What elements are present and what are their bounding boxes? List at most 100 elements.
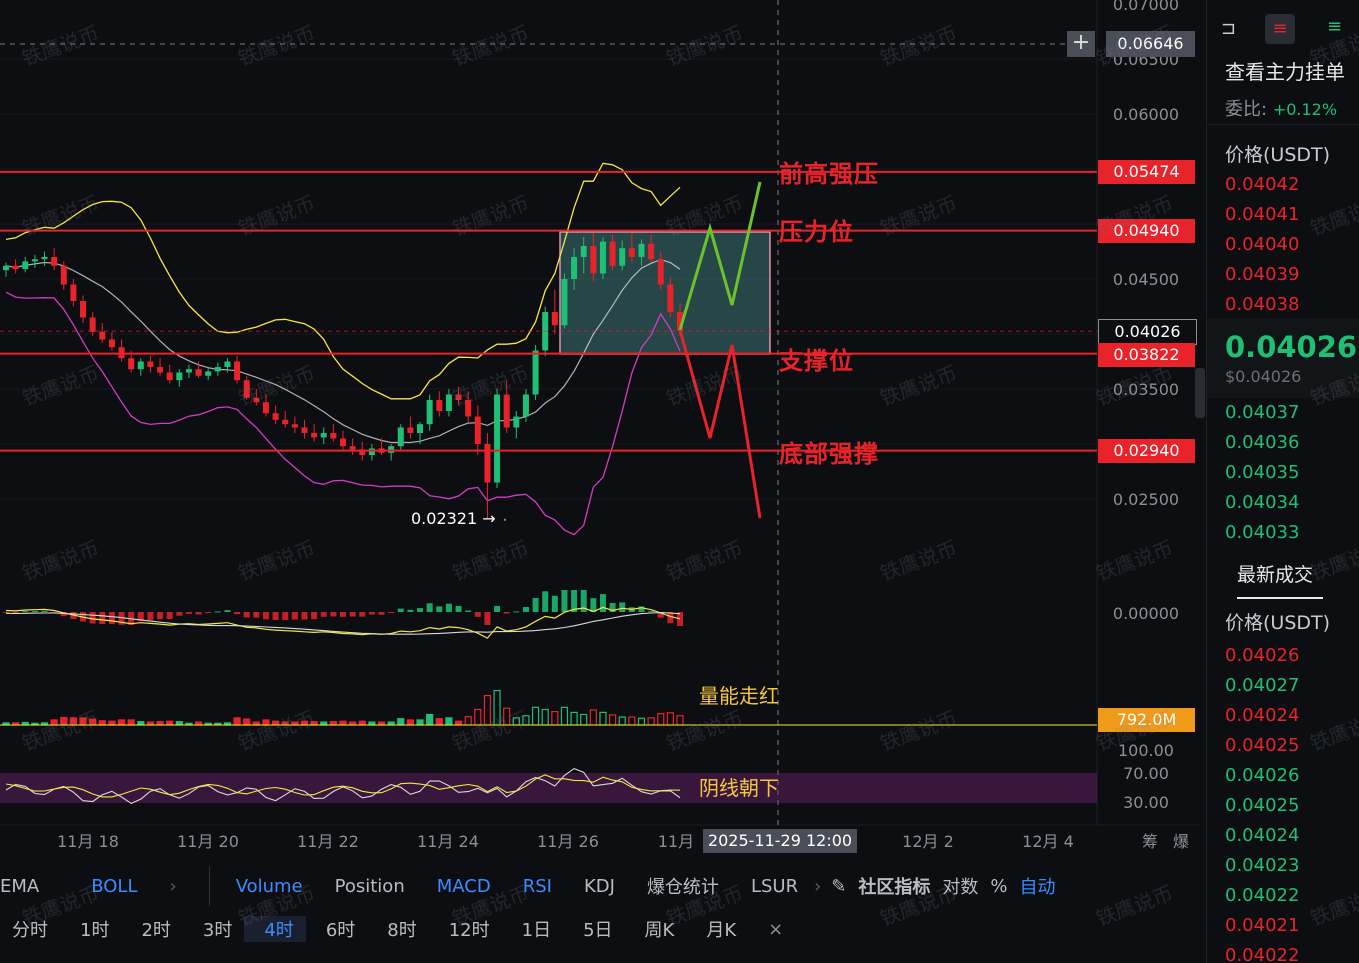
community-indicators[interactable]: 社区指标 xyxy=(858,877,931,898)
candle xyxy=(368,448,375,455)
tf-month[interactable]: 月K xyxy=(706,920,737,941)
auto-scale-toggle[interactable]: 自动 xyxy=(1019,877,1056,898)
tf-1h[interactable]: 1时 xyxy=(80,920,110,941)
panel-collapse-handle[interactable] xyxy=(1195,368,1205,418)
macd-bar xyxy=(677,612,683,626)
candle xyxy=(484,444,491,483)
tf-12h[interactable]: 12时 xyxy=(448,920,490,941)
tf-1d[interactable]: 1日 xyxy=(521,920,552,941)
candle xyxy=(474,416,481,444)
tab-rsi[interactable]: RSI xyxy=(522,875,552,897)
bid-row[interactable]: 0.04034 xyxy=(1225,492,1300,513)
bid-row[interactable]: 0.04037 xyxy=(1225,402,1300,423)
macd-bar xyxy=(397,608,404,612)
tab-position[interactable]: Position xyxy=(334,875,405,897)
macd-bar xyxy=(571,590,578,612)
tf-4h[interactable]: 4时 xyxy=(244,916,306,942)
crosshair-date-tag: 2025-11-29 12:00 xyxy=(703,829,857,853)
candle xyxy=(214,367,221,372)
ask-row[interactable]: 0.04038 xyxy=(1225,294,1300,315)
close-icon[interactable]: × xyxy=(768,918,784,940)
macd-bar xyxy=(455,605,462,612)
volume-bar xyxy=(98,720,106,726)
tab-macd[interactable]: MACD xyxy=(436,875,491,897)
price-chart[interactable]: 0.070000.065000.060000.045000.035000.025… xyxy=(0,0,1200,860)
tab-ema[interactable]: EMA xyxy=(0,875,40,897)
low-marker-label: 0.02321 → xyxy=(411,509,496,528)
volume-bar xyxy=(589,709,597,726)
trades-header: 价格(USDT) xyxy=(1225,612,1331,634)
macd-bar xyxy=(147,612,154,621)
tf-6h[interactable]: 6时 xyxy=(325,920,356,941)
volume-bar xyxy=(483,694,492,726)
bid-row[interactable]: 0.04033 xyxy=(1225,522,1300,543)
macd-bar xyxy=(118,612,125,625)
macd-bar xyxy=(580,590,587,612)
percent-toggle[interactable]: % xyxy=(990,875,1008,897)
tf-2h[interactable]: 2时 xyxy=(141,920,171,941)
panel-title[interactable]: 查看主力挂单 xyxy=(1225,60,1345,84)
macd-bar xyxy=(176,612,183,616)
ask-row[interactable]: 0.04041 xyxy=(1225,204,1300,225)
date-axis-label: 11月 26 xyxy=(537,832,599,851)
candle xyxy=(282,419,289,425)
ask-row[interactable]: 0.04039 xyxy=(1225,264,1300,285)
macd-bar xyxy=(282,612,289,620)
tf-8h[interactable]: 8时 xyxy=(387,920,417,941)
toolbar-divider xyxy=(208,866,210,906)
tab-lsur[interactable]: LSUR xyxy=(750,875,799,897)
macd-bar xyxy=(590,598,597,612)
more-arrow-icon[interactable]: › xyxy=(169,875,177,897)
candle xyxy=(311,433,318,438)
candle xyxy=(185,369,192,373)
more-arrow-icon-2[interactable]: › xyxy=(814,875,822,897)
trade-row: 0.04024 xyxy=(1225,705,1300,726)
macd-bar xyxy=(234,612,241,615)
volume-bar xyxy=(435,718,443,726)
candle xyxy=(561,279,568,326)
tf-week[interactable]: 周K xyxy=(644,920,675,941)
chart-area[interactable]: 0.07000 0.06500 0.06000 0.04500 0.03500 0.025… xyxy=(0,0,1200,860)
macd-bar xyxy=(340,612,346,617)
candle xyxy=(3,265,9,271)
tf-3h[interactable]: 3时 xyxy=(202,920,233,941)
macd-bar xyxy=(185,612,192,614)
bids-asks-icon[interactable]: ≡ xyxy=(1265,14,1295,44)
ask-row[interactable]: 0.04042 xyxy=(1225,174,1300,195)
bid-row[interactable]: 0.04035 xyxy=(1225,462,1300,483)
bid-row[interactable]: 0.04036 xyxy=(1225,432,1300,453)
candle xyxy=(599,241,606,274)
tf-5d[interactable]: 5日 xyxy=(583,920,613,941)
candle xyxy=(320,433,327,438)
edit-icon[interactable]: ✎ xyxy=(831,875,847,897)
ask-row[interactable]: 0.04040 xyxy=(1225,234,1300,255)
tf-tick[interactable]: 分时 xyxy=(12,920,48,941)
trades-tab-underline xyxy=(1237,597,1323,599)
tab-liquidation[interactable]: 爆仓统计 xyxy=(646,877,719,898)
macd-bar xyxy=(89,612,96,624)
tab-kdj[interactable]: KDJ xyxy=(583,875,615,897)
price-axis-label: 0.03500 xyxy=(1113,380,1179,399)
crosshair-plus-icon[interactable]: + xyxy=(1067,31,1095,57)
tab-volume[interactable]: Volume xyxy=(235,875,303,897)
order-book-icon[interactable]: ⊐ xyxy=(1221,18,1237,39)
candle xyxy=(590,246,597,274)
candle xyxy=(445,394,452,411)
candle xyxy=(407,427,414,433)
volume-bar xyxy=(608,714,617,726)
log-scale-toggle[interactable]: 对数 xyxy=(942,877,979,898)
macd-dif-line xyxy=(5,606,681,639)
level-label-1: 压力位 xyxy=(779,218,854,246)
trades-title[interactable]: 最新成交 xyxy=(1237,564,1314,586)
trade-row: 0.04023 xyxy=(1225,855,1300,876)
tab-boll[interactable]: BOLL xyxy=(91,875,138,897)
trade-row: 0.04027 xyxy=(1225,675,1300,696)
macd-bar xyxy=(205,612,212,613)
trade-row: 0.04022 xyxy=(1225,945,1300,963)
macd-bar xyxy=(262,612,269,620)
volume-bar xyxy=(454,720,463,726)
candle xyxy=(522,394,529,417)
candle xyxy=(417,424,424,433)
candle xyxy=(89,317,96,332)
bids-only-icon[interactable]: ≡ xyxy=(1327,16,1343,37)
